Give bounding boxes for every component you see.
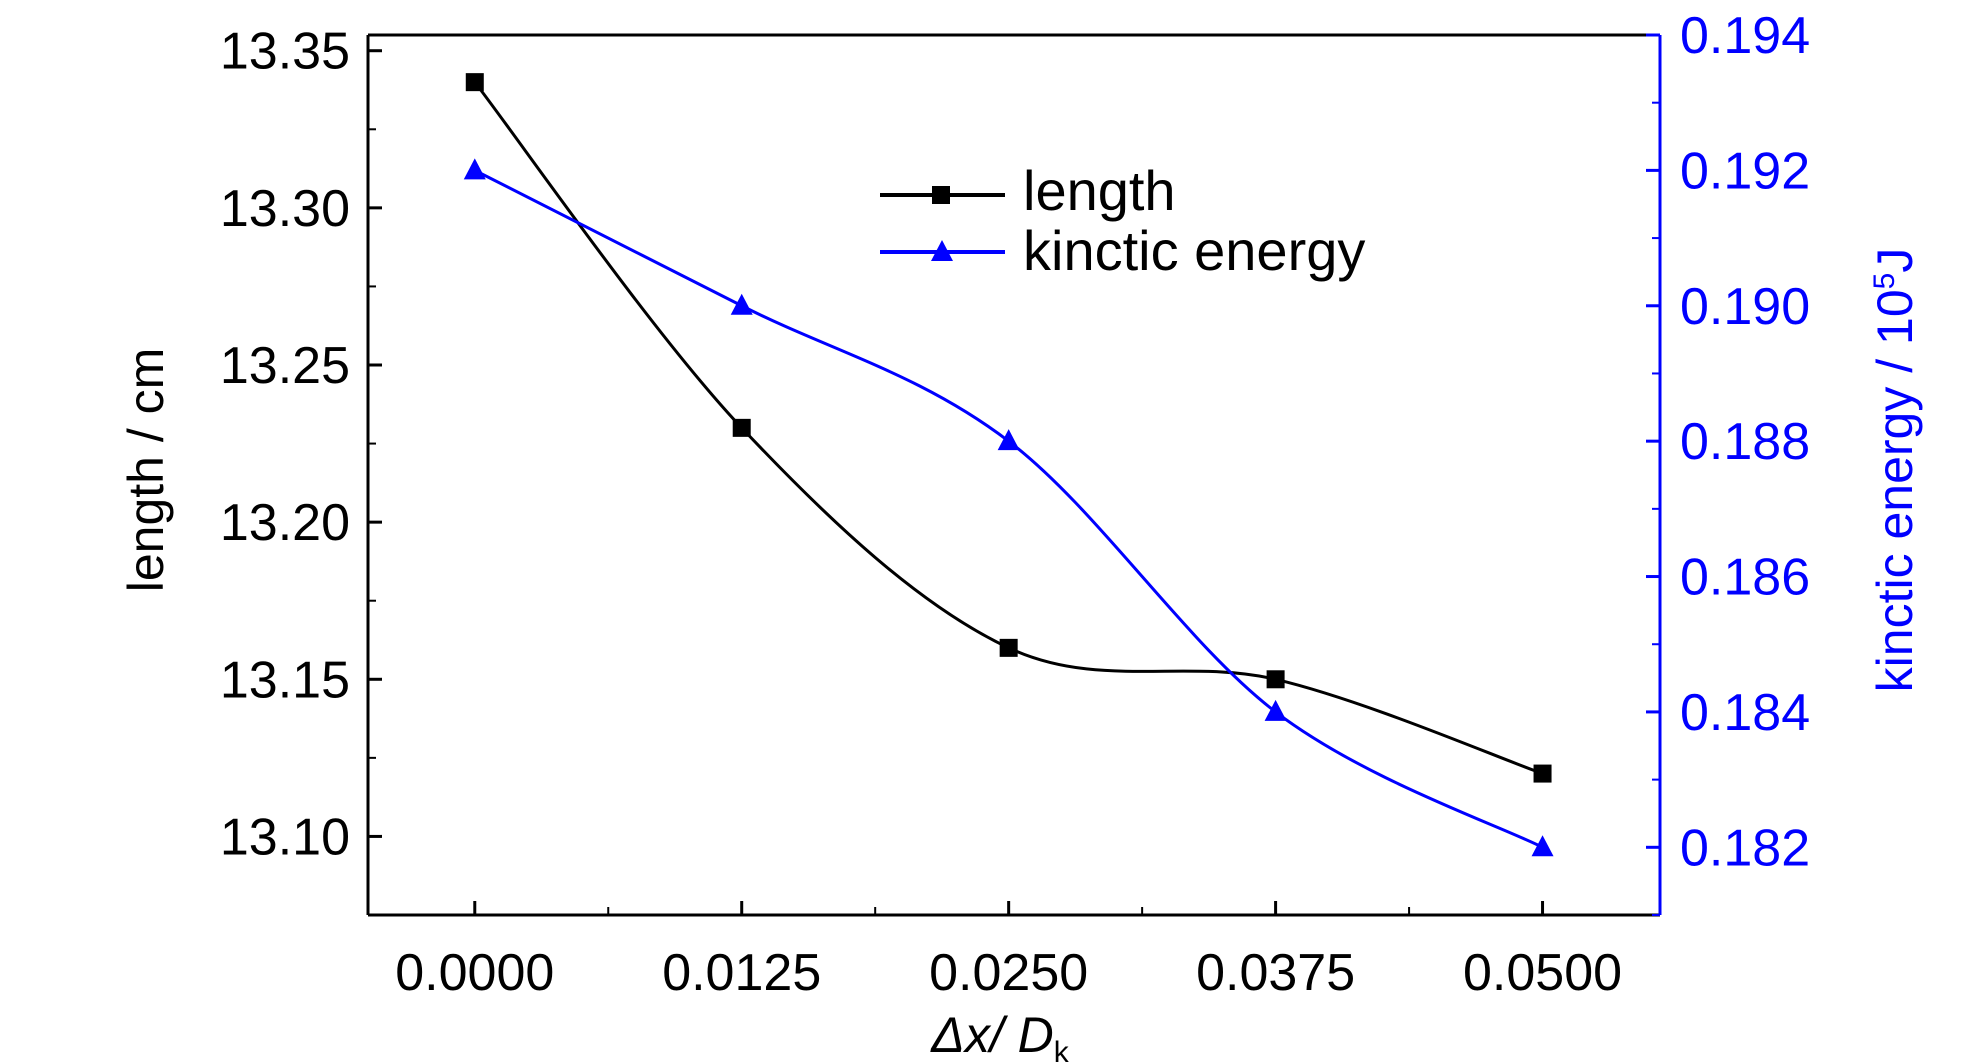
data-point-kinctic-energy	[1531, 835, 1554, 857]
data-point-length	[732, 418, 751, 437]
left-y-tick-label: 13.35	[220, 23, 350, 81]
x-tick-label: 0.0250	[929, 944, 1088, 1002]
right-y-tick-label: 0.186	[1680, 549, 1810, 607]
left-y-tick-label: 13.10	[220, 808, 350, 866]
data-point-kinctic-energy	[997, 429, 1020, 451]
legend-marker-kinctic-energy	[931, 240, 953, 261]
left-y-tick-label: 13.20	[220, 494, 350, 552]
legend-entry-length: length	[880, 159, 1176, 222]
x-tick-label: 0.0000	[395, 944, 554, 1002]
x-axis-title-sub: k	[1054, 1036, 1070, 1063]
right-y-tick-label: 0.188	[1680, 413, 1810, 471]
series-line-length	[473, 81, 1544, 775]
right-y-axis-title: kinctic energy / 105J	[1867, 248, 1923, 693]
series-layer	[463, 73, 1554, 857]
data-point-length	[1266, 670, 1285, 689]
right-y-axis-title-unit: J	[1867, 248, 1923, 273]
axes	[366, 33, 1662, 917]
right-y-tick-label: 0.190	[1680, 278, 1810, 336]
legend: length kinctic energy	[880, 159, 1365, 282]
data-point-length	[999, 638, 1018, 657]
right-y-axis-ticks: 0.182 0.184 0.186 0.188 0.190 0.192 0.194	[1646, 7, 1810, 916]
x-axis-ticks: 0.0000 0.0125 0.0250 0.0375 0.0500	[395, 901, 1622, 1002]
right-y-axis-title-main: kinctic energy / 10	[1867, 289, 1923, 692]
x-axis-title-main: Δx/ D	[930, 1007, 1053, 1063]
data-point-length	[465, 73, 484, 92]
data-point-length	[1533, 764, 1552, 783]
left-y-tick-label: 13.15	[220, 651, 350, 709]
x-axis-title: Δx/ Dk	[930, 1007, 1069, 1063]
left-y-axis-ticks: 13.10 13.15 13.20 13.25 13.30 13.35	[220, 23, 382, 866]
right-y-tick-label: 0.194	[1680, 7, 1810, 65]
series-line-kinctic-energy	[474, 169, 1544, 849]
data-point-kinctic-energy	[730, 293, 753, 315]
x-tick-label: 0.0375	[1196, 944, 1355, 1002]
data-point-kinctic-energy	[463, 158, 486, 180]
legend-entry-kinctic-energy: kinctic energy	[880, 219, 1365, 282]
legend-label-kinctic-energy: kinctic energy	[1023, 219, 1365, 282]
right-y-tick-label: 0.184	[1680, 684, 1810, 742]
right-y-tick-label: 0.192	[1680, 142, 1810, 200]
left-y-axis-title: length / cm	[118, 348, 174, 593]
right-y-axis-title-sup: 5	[1868, 273, 1901, 290]
legend-marker-length	[932, 186, 950, 204]
right-y-tick-label: 0.182	[1680, 819, 1810, 877]
legend-label-length: length	[1023, 159, 1176, 222]
left-y-tick-label: 13.30	[220, 180, 350, 238]
x-tick-label: 0.0500	[1463, 944, 1622, 1002]
data-point-kinctic-energy	[1264, 699, 1287, 721]
left-y-tick-label: 13.25	[220, 337, 350, 395]
x-tick-label: 0.0125	[662, 944, 821, 1002]
